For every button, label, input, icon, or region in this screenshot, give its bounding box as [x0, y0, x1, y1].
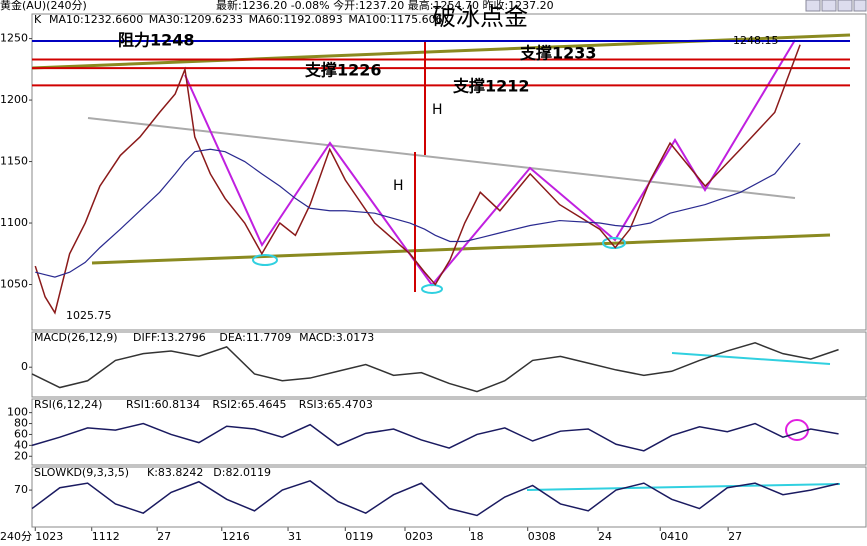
panel-frame: [31, 331, 867, 398]
y-tick-label: 80: [14, 417, 28, 430]
x-tick-label: 1112: [92, 530, 120, 543]
y-tick-label: 70: [14, 483, 28, 496]
legend-entry: MA100:1175.6067: [348, 13, 449, 26]
y-tick-label: 100: [7, 406, 28, 419]
panel-title: SLOWKD(9,3,3,5): [34, 466, 129, 479]
level-label: 支撑1226: [304, 61, 382, 80]
level-label: 支撑1233: [519, 44, 597, 63]
x-tick-label: 0119: [345, 530, 373, 543]
panel-title: K: [34, 13, 42, 26]
annotation: H: [432, 102, 443, 118]
legend-entry: K:83.8242: [147, 466, 203, 479]
nav-button[interactable]: [805, 0, 821, 12]
legend-entry: D:82.0119: [213, 466, 271, 479]
series-line: [31, 480, 839, 517]
legend-entry: DIFF:13.2796: [133, 331, 206, 344]
annotation: 1025.75: [66, 309, 112, 322]
y-tick-label: 60: [14, 427, 28, 440]
panel-title: RSI(6,12,24): [34, 398, 102, 411]
level-label: 支撑1212: [452, 77, 530, 96]
panel-frame: [31, 466, 867, 528]
header-title: 黄金(AU)(240分): [0, 0, 87, 12]
annotation: H: [393, 178, 404, 194]
x-tick-label: 1023: [35, 530, 63, 543]
panel-frame: [31, 398, 867, 466]
nav-button[interactable]: [837, 0, 853, 12]
legend-entry: MACD:3.0173: [299, 331, 374, 344]
x-tick-label: 27: [157, 530, 171, 543]
x-tick-label: 0203: [405, 530, 433, 543]
annotation: 破冰点金: [432, 3, 528, 31]
series-line: [34, 44, 801, 315]
divergence-line: [671, 352, 831, 365]
footer-label: 240分: [0, 530, 32, 543]
legend-entry: RSI3:65.4703: [299, 398, 373, 411]
series-line: [35, 142, 801, 278]
marker: [421, 284, 443, 294]
x-tick-label: 0308: [528, 530, 556, 543]
y-tick-label: 1200: [0, 93, 28, 106]
divergence-line: [526, 483, 841, 491]
y-tick-label: 0: [21, 360, 28, 373]
y-tick-label: 1150: [0, 155, 28, 168]
x-tick-label: 0410: [660, 530, 688, 543]
legend-entry: MA60:1192.0893: [249, 13, 343, 26]
y-tick-label: 1250: [0, 32, 28, 45]
nav-button[interactable]: [853, 0, 867, 12]
y-tick-label: 1100: [0, 216, 28, 229]
y-tick-label: 20: [14, 449, 28, 462]
panel-frame: [31, 13, 867, 331]
nav-button[interactable]: [821, 0, 837, 12]
level-label: 阻力1248: [118, 31, 195, 50]
legend-entry: DEA:11.7709: [219, 331, 291, 344]
panel-title: MACD(26,12,9): [34, 331, 118, 344]
x-tick-label: 27: [728, 530, 742, 543]
legend-entry: RSI2:65.4645: [212, 398, 286, 411]
x-tick-label: 18: [470, 530, 484, 543]
y-tick-label: 40: [14, 438, 28, 451]
marker: [602, 237, 626, 249]
y-tick-label: 1050: [0, 278, 28, 291]
legend-entry: MA30:1209.6233: [149, 13, 243, 26]
legend-entry: RSI1:60.8134: [126, 398, 200, 411]
header-quote: 最新:1236.20 -0.08% 今开:1237.20 最高:1254.70 …: [216, 0, 554, 12]
trend-line: [87, 117, 796, 199]
x-tick-label: 31: [288, 530, 302, 543]
legend-entry: MA10:1232.6600: [49, 13, 143, 26]
marker: [252, 254, 278, 266]
series-line: [31, 422, 839, 452]
series-line: [31, 342, 839, 393]
annotation: 1248.15: [733, 34, 779, 47]
x-tick-label: 24: [598, 530, 612, 543]
x-tick-label: 1216: [222, 530, 250, 543]
